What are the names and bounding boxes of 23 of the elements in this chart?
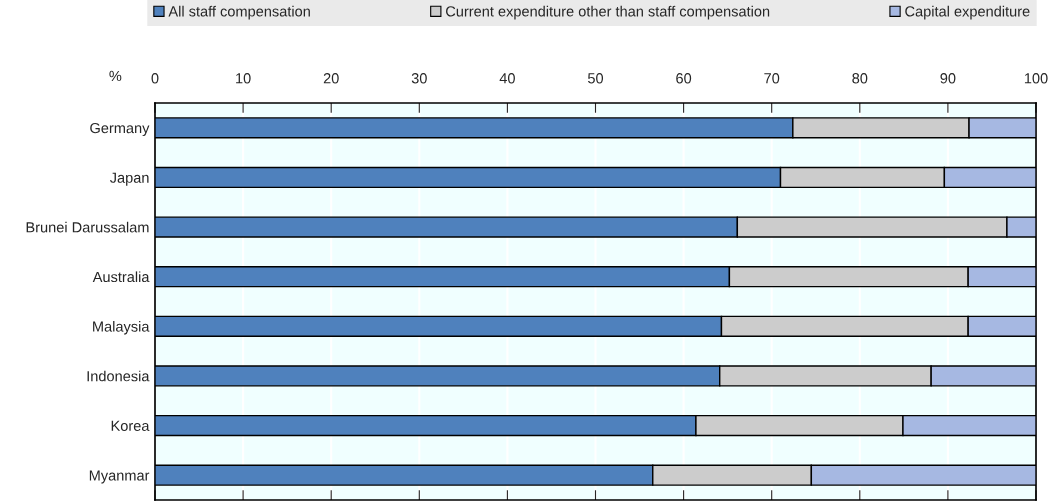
x-tick-label: 20: [323, 73, 339, 84]
x-tick-label: 70: [764, 73, 780, 84]
x-tick-label: 50: [587, 73, 604, 84]
x-tick-label: 30: [411, 73, 427, 84]
x-tick-label: 0: [151, 73, 159, 84]
x-tick-label: 10: [236, 73, 251, 84]
y-tick-label: Korea: [111, 420, 150, 431]
x-tick-label: 100: [1024, 73, 1048, 84]
y-tick-label: Japan: [109, 172, 149, 186]
x-tick-label: 90: [940, 73, 956, 84]
legend-label: Capital expenditure: [905, 5, 1030, 20]
y-tick-label: Malaysia: [93, 321, 150, 335]
x-tick-label: 40: [499, 73, 515, 84]
legend-label: All staff compensation: [168, 5, 310, 20]
x-tick-label: 60: [676, 73, 692, 84]
y-tick-label: Germany: [90, 122, 150, 137]
legend-label: Current expenditure other than staff compensation: [446, 5, 770, 20]
y-tick-label: Australia: [92, 271, 150, 283]
y-tick-label: Myanmar: [89, 470, 150, 484]
y-tick-label: Brunei Darussalam: [26, 221, 149, 233]
y-tick-label: Indonesia: [87, 370, 150, 382]
x-tick-label: 80: [852, 73, 868, 84]
x-axis-title: %: [109, 70, 122, 82]
